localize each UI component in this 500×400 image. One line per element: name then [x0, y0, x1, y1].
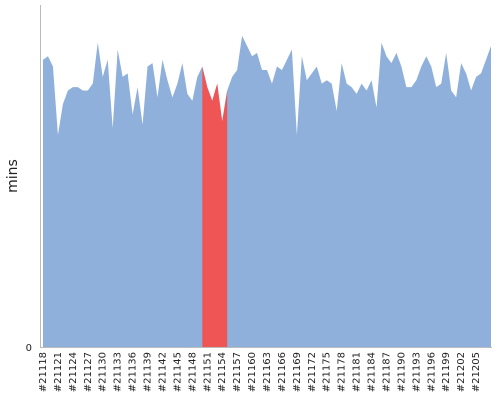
x-tick-label: #21175	[322, 352, 333, 392]
series-area	[43, 35, 491, 347]
x-tick-label: #21166	[277, 352, 288, 392]
highlight-area	[202, 66, 228, 347]
x-tick-label: #21139	[143, 352, 154, 392]
x-tick-label: #21148	[187, 352, 198, 392]
x-tick-label: #21202	[456, 352, 467, 392]
x-tick-label: #21118	[38, 352, 49, 392]
x-tick-label: #21124	[68, 352, 79, 392]
x-tick-label: #21172	[307, 352, 318, 392]
x-tick-label: #21157	[232, 352, 243, 392]
x-tick-label: #21160	[247, 352, 258, 392]
x-tick-label: #21199	[441, 352, 452, 392]
x-tick-label: #21142	[158, 352, 169, 392]
x-tick-label: #21130	[98, 352, 109, 392]
x-tick-label: #21136	[128, 352, 139, 392]
y-axis-label: mins	[5, 159, 21, 193]
x-tick-label: #21151	[202, 352, 213, 392]
x-tick-label: #21190	[396, 352, 407, 392]
x-tick-label: #21184	[367, 352, 378, 392]
x-tick-label: #21178	[337, 352, 348, 392]
x-tick-label: #21121	[53, 352, 64, 392]
x-tick-label: #21169	[292, 352, 303, 392]
x-tick-label: #21163	[262, 352, 273, 392]
x-tick-labels: #21118 #21121 #21124 #21127 #21130 #21133 #211…	[38, 352, 482, 392]
x-tick-label: #21133	[113, 352, 124, 392]
y-tick-label-0: 0	[26, 343, 32, 354]
x-tick-label: #21181	[352, 352, 363, 392]
x-tick-label: #21127	[83, 352, 94, 392]
x-tick-label: #21154	[217, 352, 228, 392]
x-tick-label: #21196	[426, 352, 437, 392]
x-tick-label: #21193	[411, 352, 422, 392]
x-tick-label: #21187	[382, 352, 393, 392]
x-tick-label: #21145	[172, 352, 183, 392]
x-tick-label: #21205	[471, 352, 482, 392]
plot-area	[43, 35, 491, 347]
